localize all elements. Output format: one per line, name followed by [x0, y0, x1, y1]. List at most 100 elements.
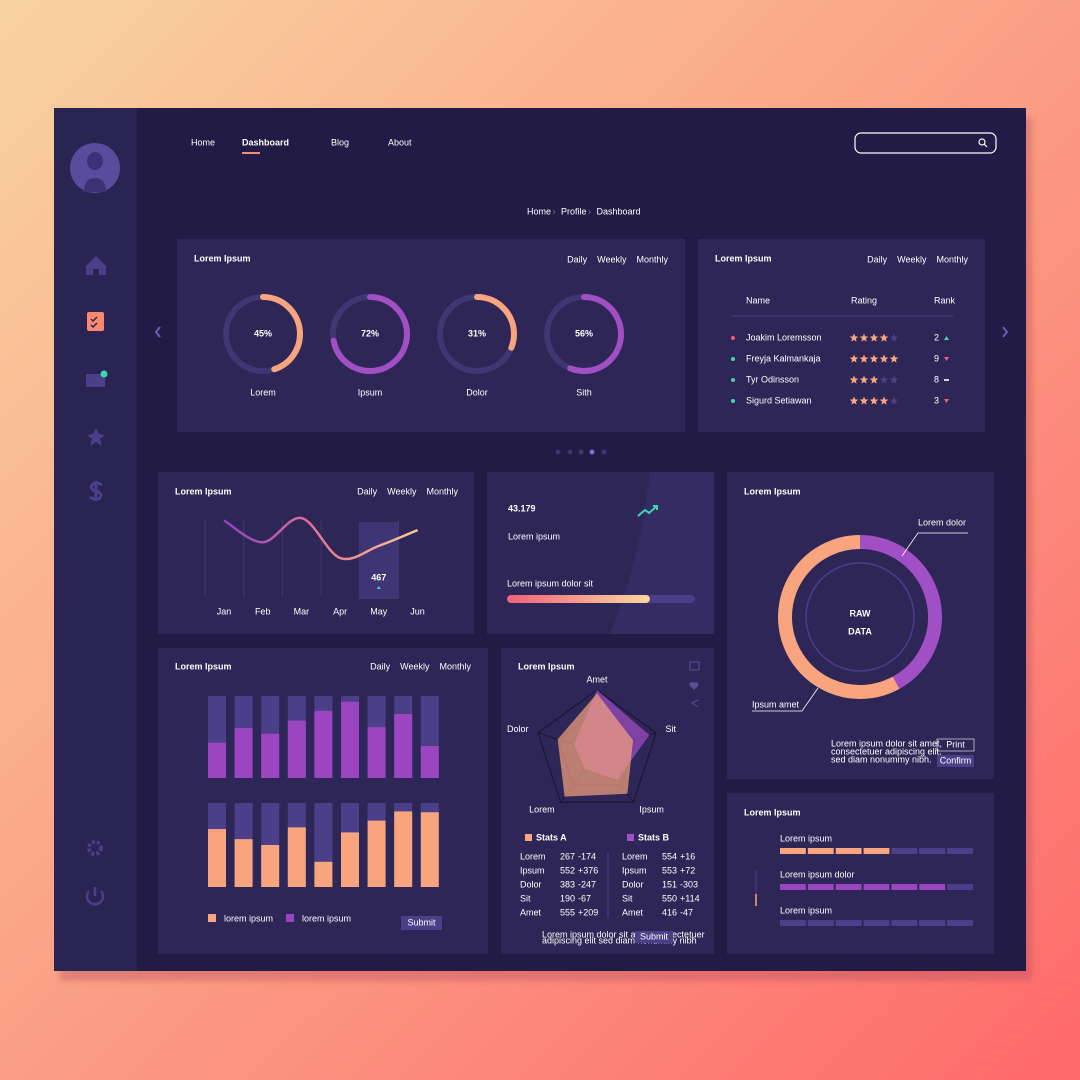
progress-segment-filled: [919, 884, 946, 890]
button[interactable]: [937, 755, 974, 767]
rating-star: [869, 333, 879, 342]
nav-link[interactable]: Home: [191, 137, 215, 147]
radar-area: [557, 693, 634, 797]
like-icon[interactable]: [689, 682, 699, 690]
star-icon[interactable]: [87, 428, 105, 446]
breadcrumb-item[interactable]: Dashboard: [597, 206, 641, 216]
rating-star: [879, 333, 889, 342]
nav-link[interactable]: Dashboard: [242, 137, 289, 147]
ring-arc: [330, 294, 410, 374]
settings-icon[interactable]: [87, 840, 103, 856]
tab[interactable]: Weekly: [387, 486, 417, 496]
tab[interactable]: Daily: [567, 254, 588, 264]
rating-star: [879, 375, 889, 384]
stats-heading: Stats B: [638, 832, 670, 842]
tab[interactable]: Monthly: [439, 661, 471, 671]
rating-star: [849, 354, 859, 363]
rating-star: [849, 375, 859, 384]
radar-axis-label: Amet: [586, 674, 608, 684]
tab[interactable]: Monthly: [936, 254, 968, 264]
progress-segment-filled: [835, 884, 862, 890]
person-name: Joakim Loremsson: [746, 332, 822, 342]
tab[interactable]: Daily: [370, 661, 391, 671]
breadcrumb-sep: [588, 209, 592, 215]
ring-value: 45%: [254, 328, 272, 338]
rank-card: [698, 239, 985, 432]
legend-swatch: [208, 914, 216, 922]
rating-star: [859, 396, 869, 405]
legend-label: lorem ipsum: [302, 913, 351, 923]
mail-icon[interactable]: [86, 374, 105, 387]
button[interactable]: [936, 738, 975, 752]
power-icon[interactable]: [85, 887, 105, 906]
ring-value: 56%: [575, 328, 593, 338]
nav-link[interactable]: About: [388, 137, 412, 147]
callout-line: [901, 532, 968, 557]
fine-print: Lorem ipsum dolor sit amet consectetuer: [542, 929, 705, 939]
stats-value: 552: [560, 865, 575, 875]
donut-segment: [778, 535, 900, 699]
search-icon: [978, 138, 986, 146]
button[interactable]: [635, 931, 673, 943]
legend-swatch: [627, 834, 634, 841]
stats-value: 555: [560, 907, 575, 917]
bar: [367, 727, 386, 778]
breadcrumb-item[interactable]: Profile: [561, 206, 587, 216]
button[interactable]: [401, 916, 442, 930]
nav-link[interactable]: Blog: [331, 137, 349, 147]
line-series: [223, 516, 418, 561]
progress-segment-filled: [835, 848, 862, 854]
bar: [314, 710, 333, 778]
pager-dot[interactable]: [555, 449, 561, 455]
tab[interactable]: Weekly: [597, 254, 627, 264]
next-arrow[interactable]: [1002, 326, 1009, 338]
progress-segment-filled: [891, 884, 918, 890]
search-box[interactable]: [854, 132, 997, 154]
pager-dot[interactable]: [601, 449, 607, 455]
ring-value: 31%: [468, 328, 486, 338]
bar: [287, 720, 306, 778]
trend-icon: [944, 379, 949, 381]
column-header: Rating: [851, 295, 877, 305]
card-title: Lorem Ipsum: [744, 486, 801, 496]
stats-change: -247: [578, 879, 596, 889]
stats-name: Ipsum: [520, 865, 545, 875]
home-icon[interactable]: [86, 256, 106, 275]
card-title: Lorem Ipsum: [518, 661, 575, 671]
pager-dot-active[interactable]: [589, 449, 595, 455]
stats-name: Dolor: [520, 879, 542, 889]
tab[interactable]: Daily: [867, 254, 888, 264]
rating-star: [859, 354, 869, 363]
rating-star: [889, 333, 899, 342]
bar: [341, 701, 359, 778]
tasks-icon[interactable]: [87, 312, 104, 331]
rating-star: [869, 375, 879, 384]
progress-segment: [891, 920, 918, 926]
donut-center-text: DATA: [848, 626, 872, 636]
export-icon[interactable]: [689, 661, 700, 671]
tab[interactable]: Daily: [357, 486, 378, 496]
description: consectetuer adipiscing elit,: [831, 746, 942, 756]
ring-label: Ipsum: [358, 387, 383, 397]
tab[interactable]: Weekly: [400, 661, 430, 671]
tab[interactable]: Monthly: [636, 254, 668, 264]
mail-badge: [100, 370, 108, 378]
pager-dot[interactable]: [578, 449, 584, 455]
search-icon-handle: [983, 143, 988, 148]
description: Lorem ipsum dolor sit amet,: [831, 738, 942, 748]
share-icon[interactable]: [691, 699, 699, 708]
button-label: Print: [946, 739, 965, 749]
radar-axis-label: Dolor: [507, 724, 529, 734]
person-name: Tyr Odinsson: [746, 374, 799, 384]
stats-change: -174: [578, 851, 596, 861]
button-label: Submit: [407, 917, 436, 927]
tab[interactable]: Weekly: [897, 254, 927, 264]
pager-dot[interactable]: [567, 449, 573, 455]
stats-change: -47: [680, 907, 693, 917]
money-icon[interactable]: [89, 481, 103, 501]
tab[interactable]: Monthly: [426, 486, 458, 496]
prev-arrow[interactable]: [154, 326, 161, 338]
rank-value: 2: [934, 332, 939, 342]
breadcrumb-item[interactable]: Home: [527, 206, 551, 216]
description: sed diam nonummy nibh.: [831, 754, 932, 764]
